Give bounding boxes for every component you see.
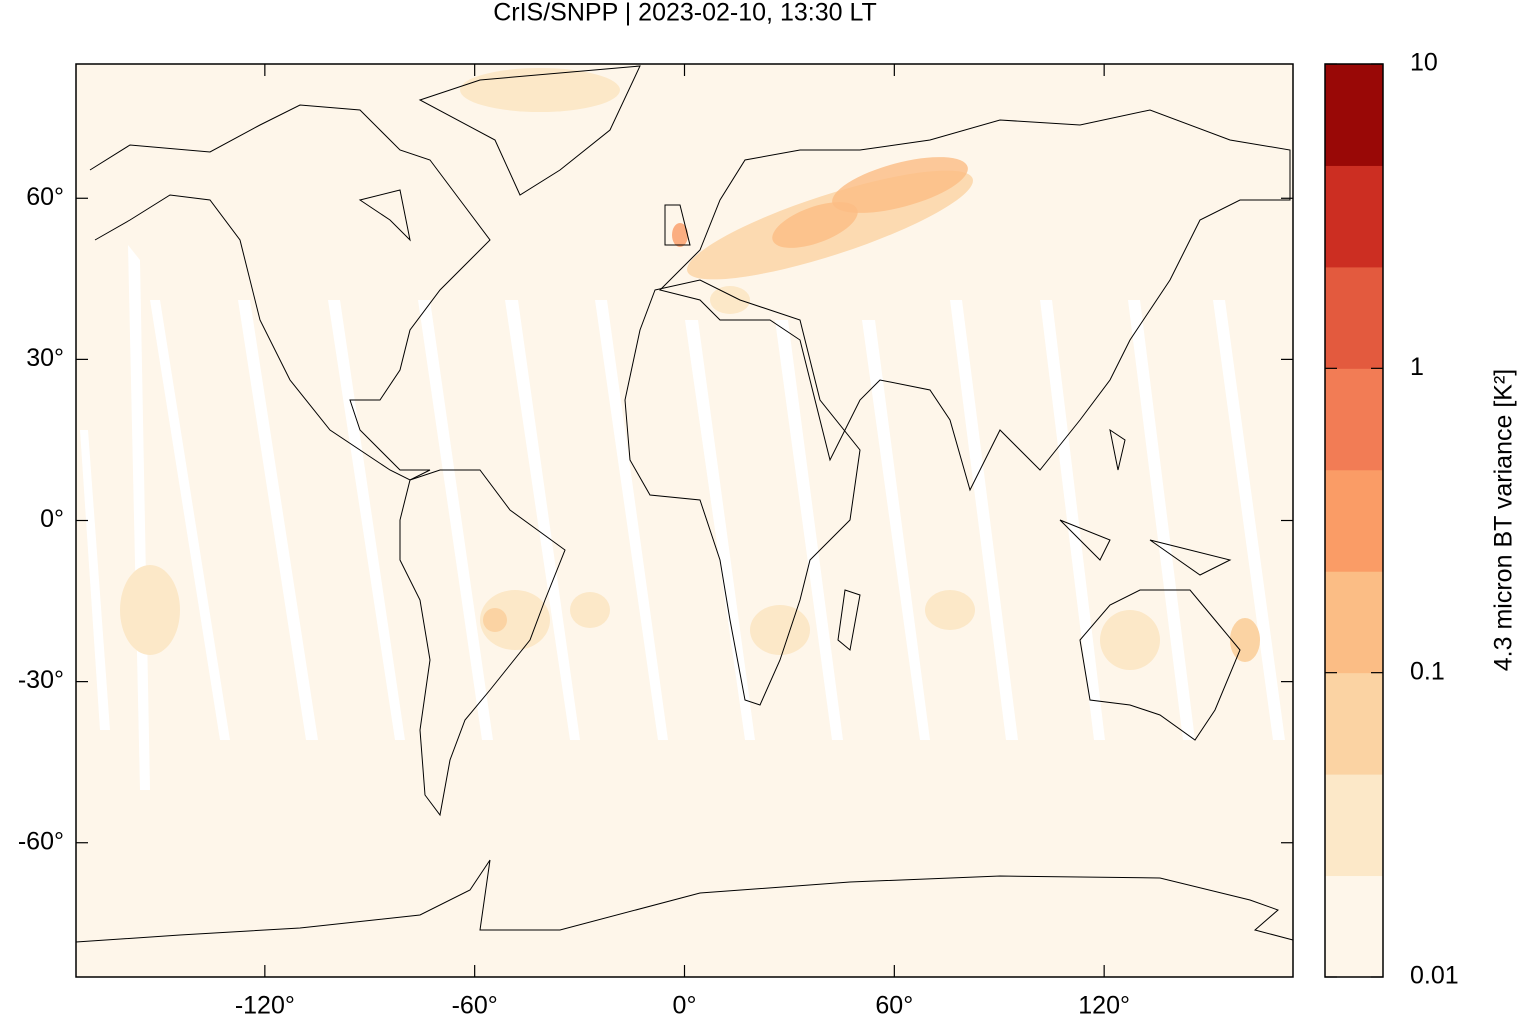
colorbar-band	[1325, 875, 1383, 978]
colorbar-band	[1325, 774, 1383, 877]
colorbar-frame	[1324, 63, 1384, 978]
colorbar-band	[1325, 64, 1383, 166]
coastlines	[75, 65, 1294, 943]
heat-patches	[120, 68, 1260, 670]
colorbar-band	[1325, 266, 1383, 369]
x-tick-label: -60°	[452, 992, 498, 1020]
colorbar-band	[1325, 368, 1383, 471]
colorbar: 0.01 0.1 1 10	[1324, 49, 1459, 990]
colorbar-tick-label: 1	[1410, 353, 1424, 381]
colorbar-tick-label: 0.01	[1410, 962, 1459, 990]
map-background	[76, 64, 1293, 977]
x-tick-label: -120°	[235, 992, 295, 1020]
y-tick-label: 30°	[26, 344, 64, 372]
y-tick-label: -60°	[18, 827, 64, 855]
colorbar-band	[1325, 469, 1383, 572]
colorbar-tick-label: 10	[1410, 49, 1438, 77]
x-tick-label: 0°	[673, 992, 697, 1020]
map-area	[75, 63, 1294, 978]
title: CrIS/SNPP | 2023-02-10, 13:30 LT	[493, 0, 877, 27]
colorbar-band	[1325, 571, 1383, 674]
colorbar-label: 4.3 micron BT variance [K²]	[1490, 369, 1518, 671]
x-tick-label: 120°	[1078, 992, 1130, 1020]
colorbar-band	[1325, 165, 1383, 268]
y-tick-label: 0°	[40, 505, 64, 533]
y-tick-label: -30°	[18, 666, 64, 694]
x-tick-label: 60°	[875, 992, 913, 1020]
data-gaps	[80, 245, 1285, 790]
colorbar-tick-label: 0.1	[1410, 657, 1445, 685]
y-tick-label: 60°	[26, 183, 64, 211]
colorbar-band	[1325, 672, 1383, 775]
